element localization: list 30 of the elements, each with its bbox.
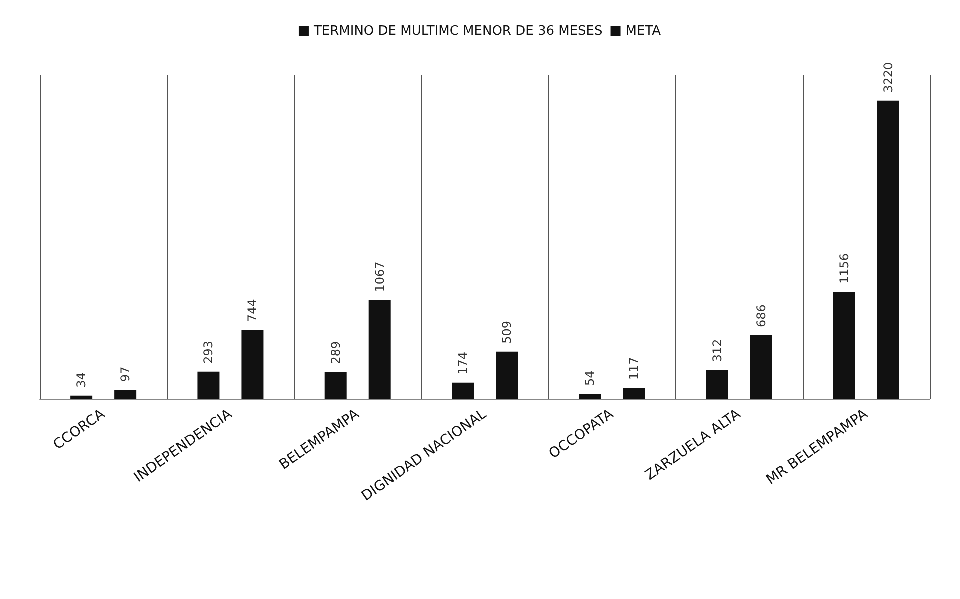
- bar: [368, 300, 391, 399]
- data-label: 117: [627, 357, 642, 380]
- data-label: 1156: [837, 253, 852, 284]
- bar: [706, 370, 728, 399]
- data-label: 312: [710, 339, 724, 362]
- bar: [324, 372, 347, 399]
- data-label: 686: [754, 304, 768, 328]
- data-label: 174: [456, 352, 470, 375]
- bar: [70, 396, 93, 399]
- data-label: 293: [202, 340, 216, 364]
- bar: [198, 372, 220, 399]
- bar: [452, 382, 474, 399]
- bar: [579, 394, 602, 399]
- data-label: 34: [74, 372, 89, 388]
- bar: [833, 292, 856, 399]
- bar: [114, 390, 137, 399]
- data-label: 3220: [881, 62, 896, 93]
- data-label: 289: [328, 341, 343, 364]
- data-label: 744: [246, 299, 260, 322]
- data-label: 509: [500, 320, 514, 344]
- bar: [242, 330, 264, 399]
- bar: [877, 100, 900, 399]
- legend-label: TERMINO DE MULTIMC MENOR DE 36 MESES: [312, 24, 603, 39]
- legend-label: META: [626, 24, 662, 39]
- data-label: 1067: [372, 262, 387, 292]
- bar: [750, 335, 772, 399]
- data-label: 54: [583, 370, 598, 386]
- data-label: 97: [118, 366, 133, 382]
- bar: [623, 388, 646, 399]
- bar: [496, 352, 518, 399]
